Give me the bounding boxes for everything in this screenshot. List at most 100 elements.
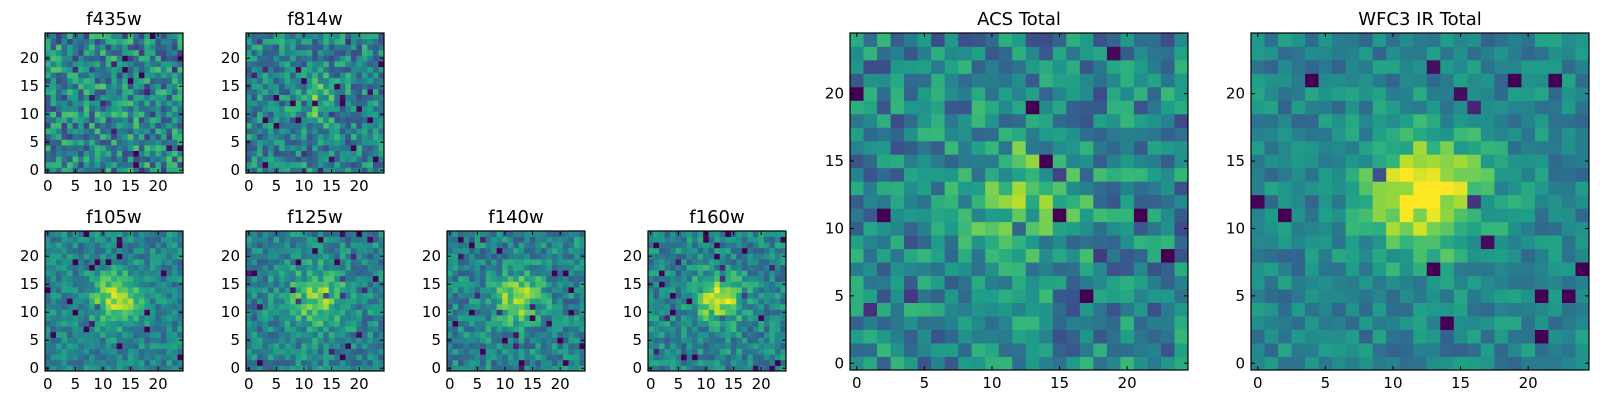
heatmap-cell (917, 208, 932, 223)
heatmap-cell (1386, 275, 1401, 290)
heatmap-cell (998, 167, 1013, 182)
heatmap-cell (998, 235, 1013, 250)
heatmap-cell (1494, 181, 1509, 196)
heatmap-cell (133, 49, 140, 56)
heatmap-cell (295, 303, 302, 310)
heatmap-cell (480, 292, 487, 299)
heatmap-cell (45, 156, 51, 163)
heatmap-cell (67, 66, 73, 73)
heatmap-cell (491, 242, 498, 249)
heatmap-cell (290, 156, 297, 163)
heatmap-cell (350, 33, 357, 39)
heatmap-cell (491, 264, 498, 271)
heatmap-cell (648, 247, 654, 254)
heatmap-cell (127, 287, 134, 293)
heatmap-cell (67, 89, 73, 95)
heatmap-cell (45, 77, 51, 84)
heatmap-cell (491, 303, 498, 310)
heatmap-cell (279, 253, 286, 260)
heatmap-cell (1012, 248, 1027, 263)
heatmap-cell (67, 326, 73, 333)
heatmap-cell (372, 343, 379, 349)
heatmap-cell (116, 100, 123, 107)
heatmap-cell (61, 348, 68, 355)
heatmap-cell (568, 236, 575, 243)
heatmap-cell (105, 167, 112, 174)
heatmap-cell (1359, 329, 1374, 344)
heatmap-cell (328, 49, 335, 56)
heatmap-cell (290, 61, 297, 67)
heatmap-cell (116, 354, 123, 361)
heatmap-cell (653, 242, 660, 249)
heatmap-cell (1453, 329, 1468, 344)
heatmap-cell (670, 348, 676, 355)
heatmap-cell (1413, 221, 1428, 236)
heatmap-cell (714, 365, 721, 372)
heatmap-cell (463, 331, 470, 338)
heatmap-cell (1318, 302, 1333, 317)
heatmap-cell (273, 275, 280, 282)
heatmap-cell (268, 326, 274, 333)
x-tick-label: 5 (473, 375, 483, 393)
heatmap-cell (998, 73, 1013, 88)
heatmap-cell (67, 259, 73, 265)
heatmap-cell (944, 302, 959, 317)
heatmap-cell (257, 264, 263, 271)
heatmap-cell (769, 270, 776, 277)
heatmap-cell (89, 354, 96, 361)
heatmap-cell (1133, 235, 1148, 250)
heatmap-cell (155, 287, 162, 293)
heatmap-cell (268, 236, 274, 243)
heatmap-cell (653, 270, 660, 277)
heatmap-cell (480, 303, 487, 310)
heatmap-cell (45, 44, 51, 51)
y-tick-label: 10 (20, 303, 39, 321)
heatmap-cell (94, 66, 101, 73)
heatmap-cell (904, 154, 918, 169)
heatmap-cell (133, 242, 140, 249)
heatmap-cell (1251, 167, 1265, 182)
heatmap-cell (703, 348, 710, 355)
heatmap-cell (339, 343, 346, 349)
heatmap-cell (306, 33, 313, 39)
heatmap-cell (686, 326, 693, 333)
heatmap-cell (301, 292, 308, 299)
heatmap-cell (502, 315, 509, 321)
heatmap-cell (257, 139, 263, 146)
heatmap-cell (306, 326, 313, 333)
heatmap-cell (334, 145, 341, 151)
heatmap-cell (524, 365, 531, 372)
heatmap-cell (507, 315, 514, 321)
heatmap-cell (83, 33, 90, 39)
heatmap-cell (1305, 208, 1319, 223)
heatmap-cell (339, 128, 346, 135)
heatmap-cell (546, 303, 553, 310)
heatmap-cell (774, 315, 781, 321)
heatmap-cell (1372, 248, 1387, 263)
heatmap-cell (692, 281, 699, 288)
heatmap-cell (378, 117, 385, 123)
heatmap-cell (568, 348, 575, 355)
heatmap-cell (61, 247, 68, 254)
heatmap-cell (89, 275, 96, 282)
heatmap-cell (67, 331, 73, 338)
heatmap-cell (306, 343, 313, 349)
heatmap-cell (458, 253, 464, 260)
heatmap-cell (529, 236, 536, 243)
heatmap-cell (262, 145, 269, 151)
heatmap-cell (295, 242, 302, 249)
heatmap-cell (262, 33, 269, 39)
heatmap-cell (958, 181, 973, 196)
heatmap-cell (78, 77, 85, 84)
heatmap-cell (1251, 181, 1265, 196)
heatmap-cell (160, 105, 167, 112)
heatmap-cell (708, 281, 715, 288)
heatmap-cell (312, 309, 319, 316)
heatmap-cell (144, 247, 151, 254)
heatmap-cell (251, 49, 258, 56)
heatmap-cell (111, 236, 118, 243)
heatmap-cell (485, 287, 492, 293)
heatmap-cell (83, 247, 90, 254)
heatmap-cell (50, 298, 57, 305)
heatmap-cell (166, 49, 173, 56)
